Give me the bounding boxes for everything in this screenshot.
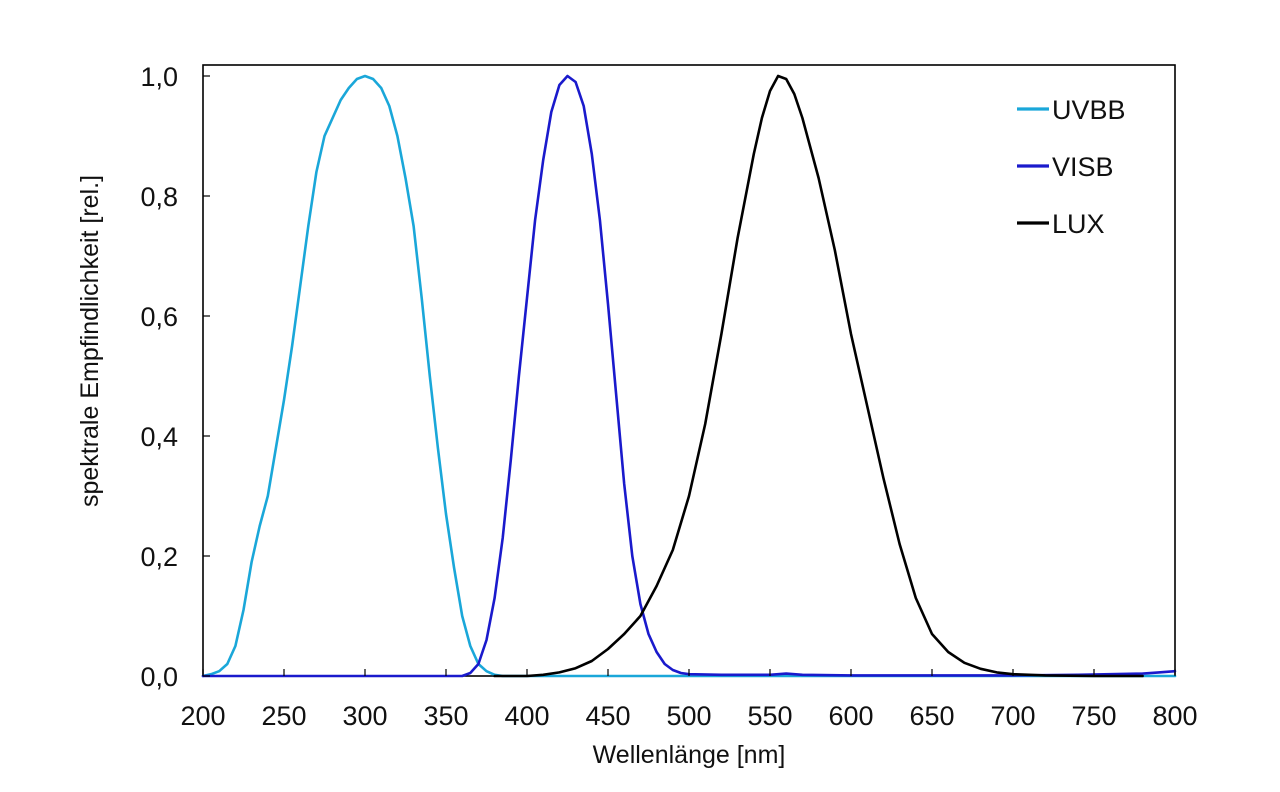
legend-label-visb: VISB <box>1052 152 1114 182</box>
x-tick-label: 800 <box>1152 701 1197 731</box>
series-line-lux <box>493 74 1144 678</box>
x-tick-label: 300 <box>342 701 387 731</box>
legend: UVBB VISB LUX <box>1017 95 1126 239</box>
x-tick-label: 400 <box>504 701 549 731</box>
y-tick-label: 1,0 <box>140 62 178 92</box>
y-tick-label: 0,8 <box>140 182 178 212</box>
y-tick-label: 0,2 <box>140 542 178 572</box>
x-tick-label: 350 <box>423 701 468 731</box>
x-axis-ticks: 200 250 300 350 400 450 500 550 600 650 700 750 800 <box>180 669 1198 731</box>
y-tick-label: 0,0 <box>140 662 178 692</box>
x-tick-label: 200 <box>180 701 225 731</box>
x-axis-title: Wellenlänge [nm] <box>593 741 786 769</box>
x-tick-label: 650 <box>909 701 954 731</box>
x-tick-label: 250 <box>261 701 306 731</box>
x-tick-label: 700 <box>990 701 1035 731</box>
series-line-visb <box>201 74 1177 678</box>
y-axis-ticks: 0,0 0,2 0,4 0,6 0,8 1,0 <box>140 62 210 692</box>
plot-area-frame <box>202 64 1176 677</box>
x-tick-label: 750 <box>1071 701 1116 731</box>
legend-label-lux: LUX <box>1052 209 1105 239</box>
y-axis-title: spektrale Empfindlichkeit [rel.] <box>76 175 104 507</box>
x-tick-label: 450 <box>585 701 630 731</box>
series-line-uvbb <box>201 74 1177 678</box>
y-tick-label: 0,6 <box>140 302 178 332</box>
legend-label-uvbb: UVBB <box>1052 95 1126 125</box>
x-tick-label: 550 <box>747 701 792 731</box>
series-layer <box>201 74 1177 678</box>
x-tick-label: 500 <box>666 701 711 731</box>
y-tick-label: 0,4 <box>140 422 178 452</box>
x-tick-label: 600 <box>828 701 873 731</box>
